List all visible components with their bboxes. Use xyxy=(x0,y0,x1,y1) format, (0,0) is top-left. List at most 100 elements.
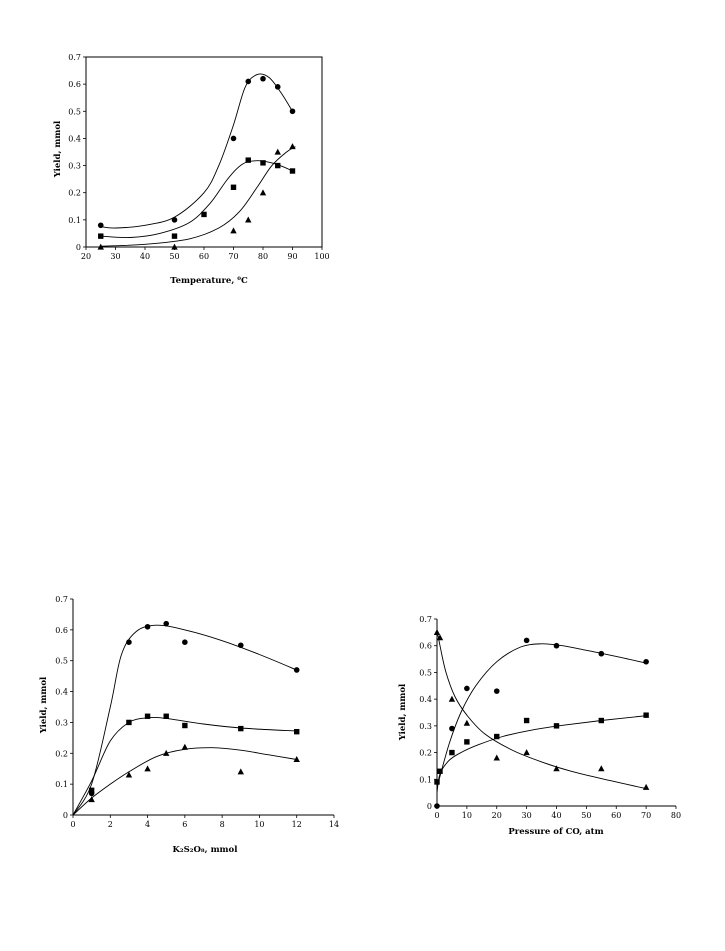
y-tick-label: 0.3 xyxy=(68,162,81,171)
data-point-square xyxy=(201,211,207,218)
x-tick-label: 50 xyxy=(581,811,591,820)
y-tick-label: 0 xyxy=(427,802,432,811)
data-point-triangle xyxy=(97,243,104,250)
chart-temperature: Temperature, ⁰C Yield, mmol 20 30 40 50 60 70… xyxy=(53,53,330,286)
data-point-triangle xyxy=(436,634,444,641)
data-point-square xyxy=(238,725,244,732)
data-point-circle xyxy=(245,78,252,85)
x-tick-label: 10 xyxy=(462,811,472,820)
data-point-triangle xyxy=(523,749,530,756)
y-tick-label: 0.1 xyxy=(419,775,432,784)
data-point-square xyxy=(523,717,530,724)
x-tick-label: 60 xyxy=(199,252,209,261)
data-point-square xyxy=(88,787,95,794)
data-point-circle xyxy=(237,642,244,649)
fit-curve-square xyxy=(100,160,293,239)
data-point-triangle xyxy=(448,695,456,702)
y-tick-label: 0.4 xyxy=(55,688,68,697)
x-tick-label: 60 xyxy=(611,811,621,820)
y-tick-label: 0.1 xyxy=(55,780,68,789)
x-tick-label: 0 xyxy=(70,820,75,829)
data-point-square xyxy=(494,733,500,740)
fit-curve-circle xyxy=(100,73,293,229)
data-point-circle xyxy=(598,650,605,657)
data-point-triangle xyxy=(125,771,133,778)
x-axis-label: Pressure of CO, atm xyxy=(508,827,603,837)
fit-curve-square xyxy=(72,716,297,816)
data-point-circle xyxy=(553,642,560,649)
y-tick-label: 0.7 xyxy=(55,595,68,604)
data-point-circle xyxy=(434,803,440,809)
y-tick-label: 0.5 xyxy=(55,657,68,666)
y-tick-label: 0.2 xyxy=(55,749,68,758)
data-point-circle xyxy=(260,75,266,82)
x-tick-label: 40 xyxy=(140,252,150,261)
x-tick-label: 6 xyxy=(182,820,187,829)
y-tick-label: 0.1 xyxy=(68,216,81,225)
y-tick-label: 0.5 xyxy=(419,668,432,677)
data-point-circle xyxy=(163,620,170,627)
data-point-square xyxy=(98,233,104,239)
fit-curve-triangle xyxy=(72,747,297,816)
data-point-square xyxy=(230,184,237,190)
y-tick-label: 0.3 xyxy=(55,718,68,727)
y-tick-label: 0.3 xyxy=(419,722,432,731)
x-axis-label: Temperature, ⁰C xyxy=(170,276,248,286)
data-point-triangle xyxy=(88,796,95,803)
x-tick-label: 70 xyxy=(641,811,651,820)
y-axis-label: Yield, mmol xyxy=(39,676,49,734)
data-point-triangle xyxy=(642,783,650,790)
data-point-square xyxy=(434,779,440,785)
data-point-circle xyxy=(182,639,188,645)
x-tick-label: 70 xyxy=(228,252,238,261)
data-point-square xyxy=(163,713,169,719)
data-point-circle xyxy=(464,685,470,692)
data-point-square xyxy=(598,717,605,724)
x-tick-label: 80 xyxy=(671,811,681,820)
y-tick-label: 0.5 xyxy=(68,107,81,116)
x-tick-label: 90 xyxy=(287,252,297,261)
data-point-square xyxy=(275,162,281,169)
data-point-triangle xyxy=(293,756,300,763)
data-point-circle xyxy=(144,623,151,630)
y-axis-label: Yield, mmol xyxy=(398,683,408,741)
x-tick-label: 30 xyxy=(110,252,120,261)
data-point-circle xyxy=(493,688,500,694)
data-point-triangle xyxy=(181,743,189,750)
x-tick-label: 4 xyxy=(145,820,150,829)
data-point-circle xyxy=(289,108,296,115)
y-tick-label: 0 xyxy=(63,811,68,820)
x-tick-label: 30 xyxy=(522,811,532,820)
x-tick-label: 100 xyxy=(314,252,329,261)
data-point-circle xyxy=(643,658,649,665)
y-tick-label: 0.2 xyxy=(68,189,81,198)
fit-curve-triangle xyxy=(100,146,296,247)
data-point-square xyxy=(260,160,266,166)
data-point-circle xyxy=(97,222,104,229)
y-tick-label: 0.7 xyxy=(68,53,81,62)
chart-co-pressure: Pressure of CO, atm Yield, mmol 0 10 20 30 4… xyxy=(398,615,681,837)
data-point-triangle xyxy=(230,227,237,234)
data-point-circle xyxy=(293,667,300,673)
data-point-circle xyxy=(171,217,178,223)
data-point-circle xyxy=(230,135,237,142)
y-tick-label: 0.4 xyxy=(419,695,432,704)
y-tick-label: 0.7 xyxy=(419,615,432,624)
data-point-triangle xyxy=(463,719,471,726)
data-point-square xyxy=(294,728,300,735)
y-tick-label: 0.6 xyxy=(68,80,81,89)
x-axis-label: K₂S₂O₈, mmol xyxy=(173,845,239,855)
data-point-circle xyxy=(449,725,455,732)
data-point-square xyxy=(464,739,470,745)
data-point-circle xyxy=(126,639,132,645)
data-point-square xyxy=(449,749,455,756)
chart-persulfate: K₂S₂O₈, mmol Yield, mmol 0 2 4 6 8 10 12 14 0 0.1… xyxy=(39,595,339,855)
y-tick-label: 0.4 xyxy=(68,134,81,143)
data-point-triangle xyxy=(493,754,500,761)
y-tick-label: 0.6 xyxy=(419,642,432,651)
y-axis-label: Yield, mmol xyxy=(53,120,63,178)
x-tick-label: 50 xyxy=(169,252,179,261)
x-tick-label: 40 xyxy=(551,811,561,820)
data-point-square xyxy=(553,723,560,729)
x-tick-label: 80 xyxy=(258,252,268,261)
